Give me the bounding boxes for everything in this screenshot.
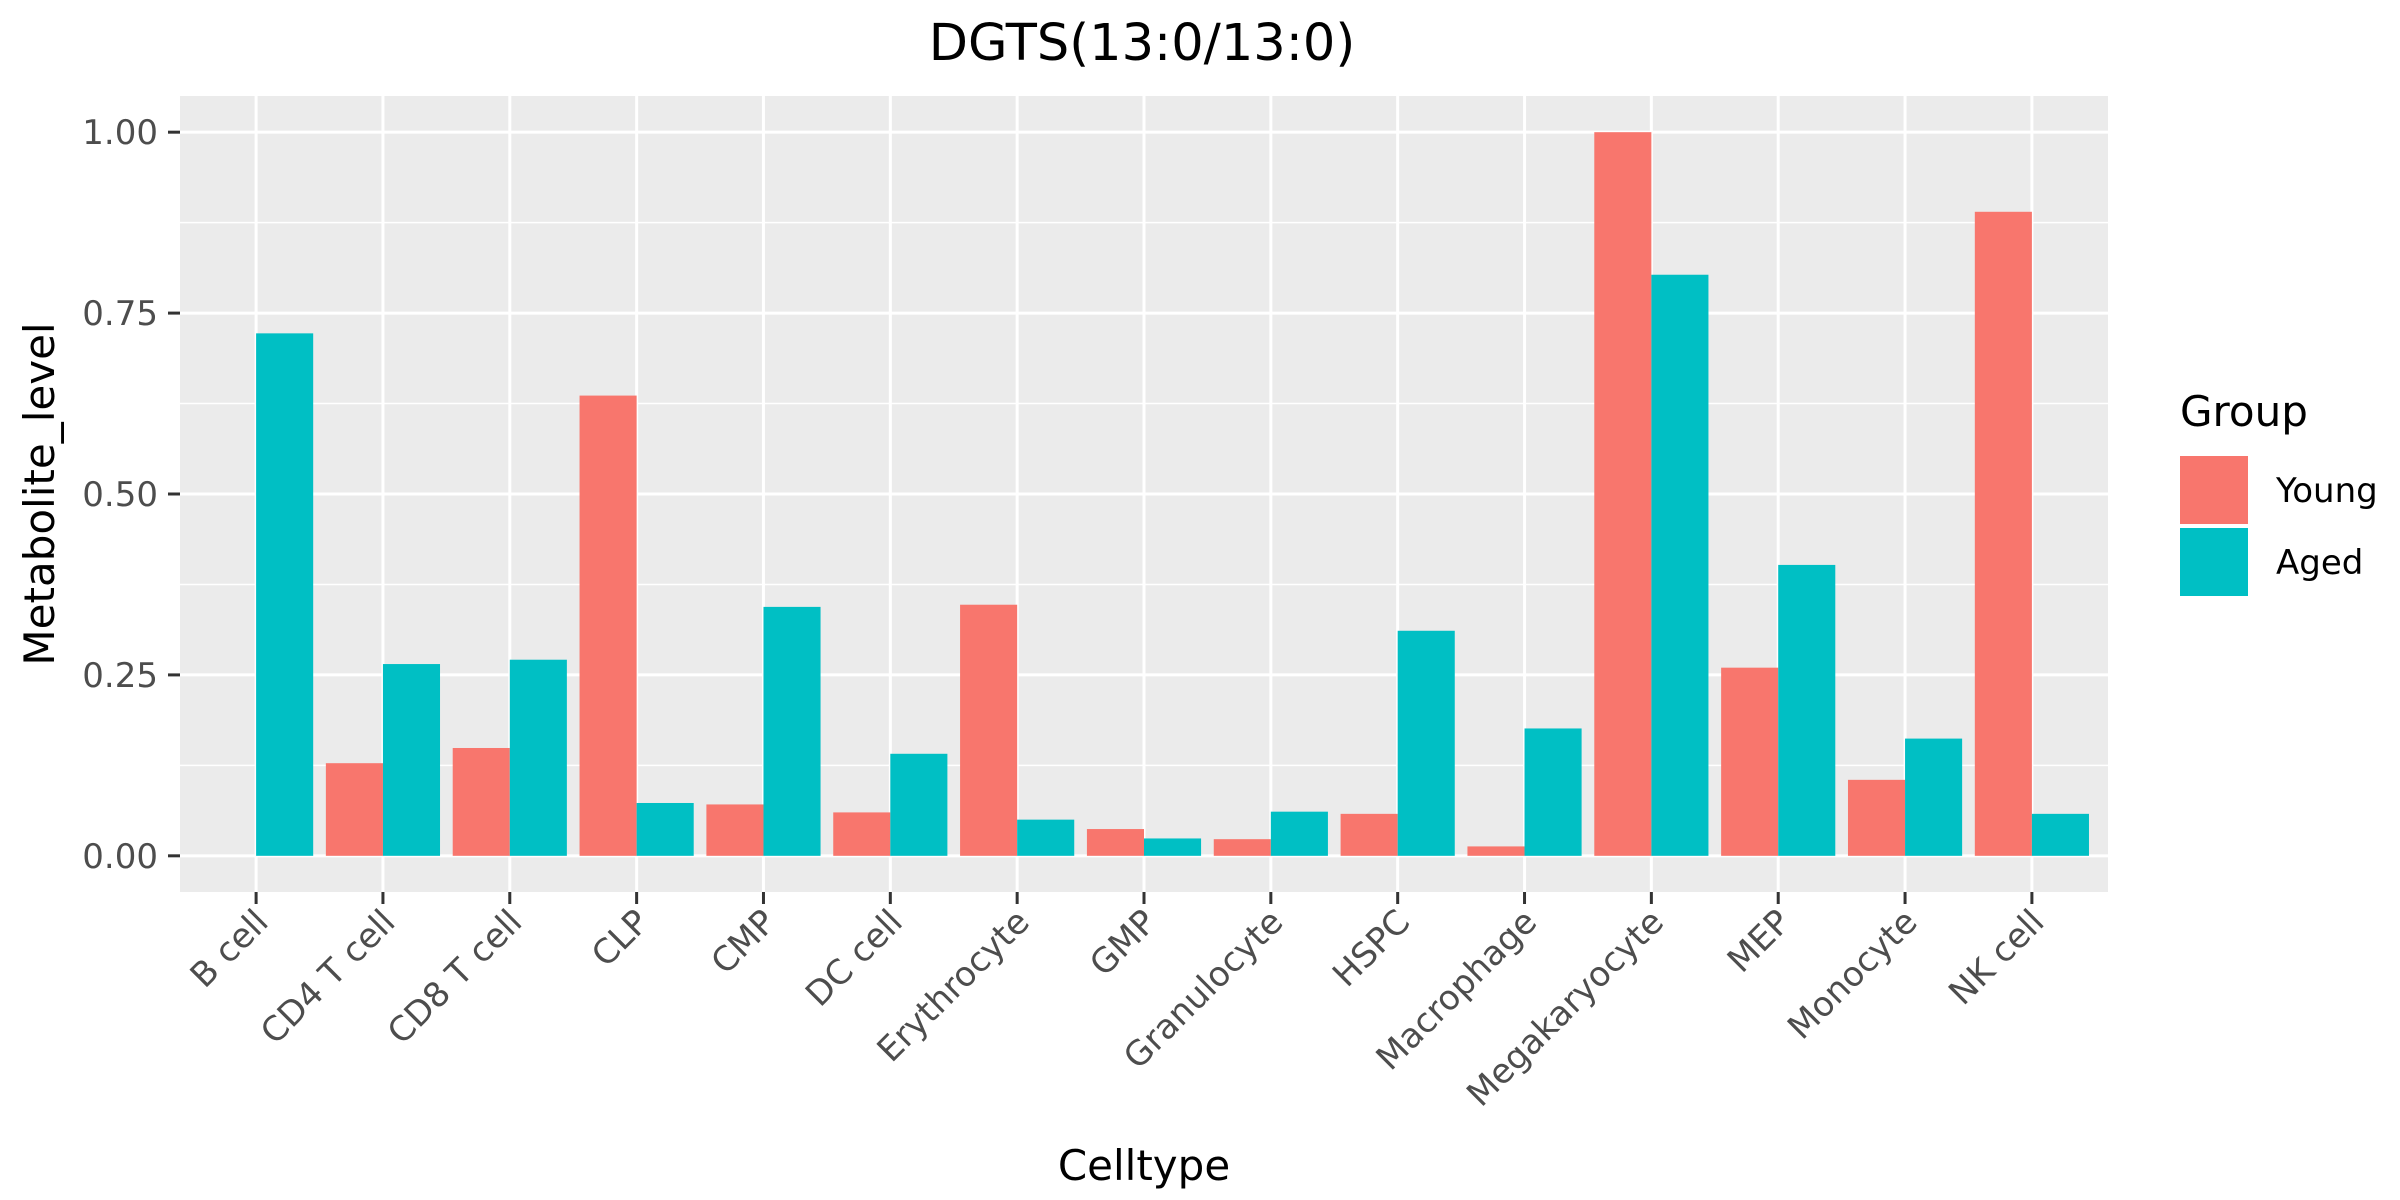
bar-aged-cmp <box>763 606 821 856</box>
bar-aged-gmp <box>1144 838 1202 856</box>
y-axis: 0.00 0.25 0.50 0.75 1.00 <box>82 113 180 877</box>
bar-aged-granulocyte <box>1270 811 1328 856</box>
legend-key-young <box>2180 456 2248 524</box>
y-tick-label: 1.00 <box>82 113 158 153</box>
bar-aged-macrophage <box>1524 728 1582 856</box>
bars <box>256 132 2089 856</box>
x-tick-label: NK cell <box>1941 902 2052 1013</box>
bar-aged-clp <box>636 802 694 856</box>
bar-young-mep <box>1721 667 1779 856</box>
x-tick-label: B cell <box>183 902 277 996</box>
bar-young-cd8-t-cell <box>452 747 510 856</box>
x-tick-label: Monocyte <box>1780 902 1925 1047</box>
x-tick-label: CMP <box>704 902 784 982</box>
legend-label-young: Young <box>2275 471 2378 511</box>
y-axis-title: Metabolite_level <box>15 322 64 665</box>
bar-young-granulocyte <box>1213 839 1271 856</box>
bar-aged-monocyte <box>1905 738 1963 856</box>
x-tick-label: CD8 T cell <box>380 902 530 1052</box>
x-tick-label: GMP <box>1082 902 1164 984</box>
bar-young-erythrocyte <box>960 604 1018 856</box>
y-tick-label: 0.75 <box>82 294 158 334</box>
x-axis-title: Celltype <box>1058 1141 1230 1190</box>
x-tick-label: CLP <box>584 902 657 975</box>
bar-aged-dc-cell <box>890 753 948 856</box>
bar-young-hspc <box>1340 813 1398 856</box>
bar-young-clp <box>579 395 637 856</box>
bar-aged-nk-cell <box>2031 813 2089 856</box>
bar-young-cd4-t-cell <box>325 763 383 856</box>
bar-aged-megakaryocyte <box>1651 274 1709 856</box>
x-tick-label: HSPC <box>1325 902 1418 995</box>
y-tick-label: 0.25 <box>82 656 158 696</box>
y-tick-label: 0.50 <box>82 475 158 515</box>
bar-young-dc-cell <box>833 812 891 856</box>
bar-young-gmp <box>1086 829 1144 856</box>
bar-young-cmp <box>706 804 764 856</box>
x-tick-label: CD4 T cell <box>253 902 403 1052</box>
bar-aged-b-cell <box>256 333 314 856</box>
bar-aged-cd4-t-cell <box>382 664 441 856</box>
chart-title: DGTS(13:0/13:0) <box>929 14 1356 73</box>
bar-aged-hspc <box>1397 630 1455 856</box>
y-tick-label: 0.00 <box>82 837 158 877</box>
legend-label-aged: Aged <box>2276 543 2363 583</box>
bar-aged-erythrocyte <box>1017 819 1075 856</box>
bar-aged-cd8-t-cell <box>509 659 567 856</box>
bar-aged-mep <box>1778 564 1836 856</box>
legend-key-aged <box>2180 528 2248 596</box>
bar-young-megakaryocyte <box>1594 132 1652 856</box>
x-tick-label: DC cell <box>798 902 911 1015</box>
legend-title: Group <box>2180 387 2308 436</box>
bar-young-macrophage <box>1467 846 1525 856</box>
bar-young-monocyte <box>1847 779 1906 856</box>
bar-young-nk-cell <box>1974 211 2032 856</box>
legend: Group Young Aged <box>2180 387 2378 596</box>
x-tick-label: MEP <box>1720 902 1799 981</box>
